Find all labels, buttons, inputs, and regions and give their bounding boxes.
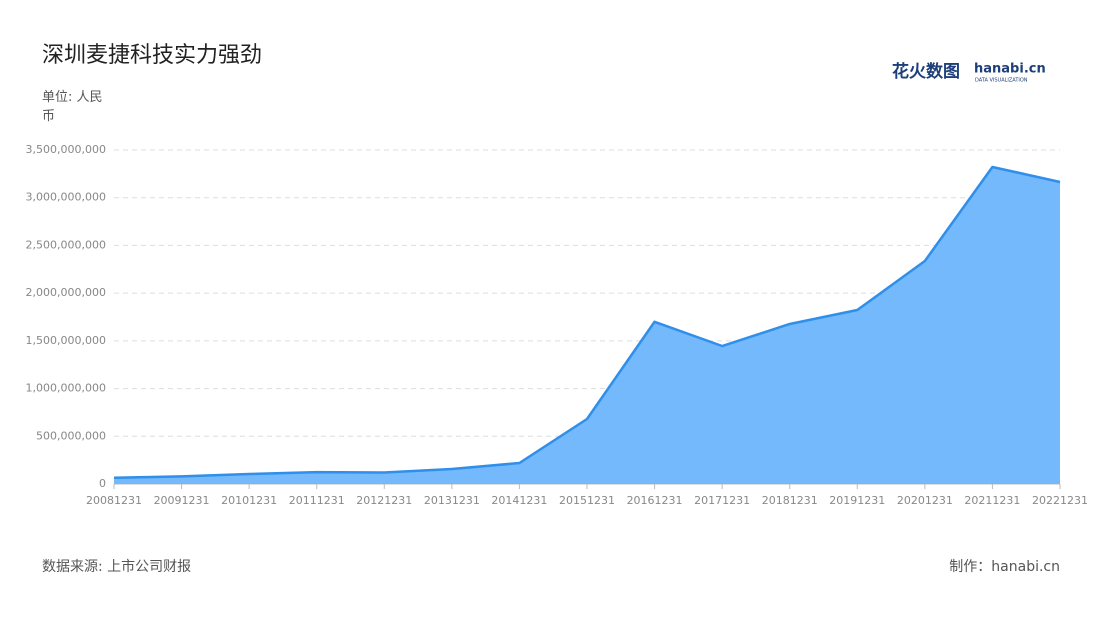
y-tick-label: 500,000,000 <box>36 429 106 442</box>
x-tick-label: 20151231 <box>559 494 615 507</box>
y-tick-label: 1,500,000,000 <box>26 334 106 347</box>
x-tick-label: 20121231 <box>356 494 412 507</box>
source-note: 数据来源: 上市公司财报 <box>42 559 192 575</box>
logo-name: 花火数图 <box>892 61 960 82</box>
credit-note: 制作：hanabi.cn <box>949 559 1060 575</box>
x-tick-label: 20181231 <box>762 494 818 507</box>
x-tick-label: 20131231 <box>424 494 480 507</box>
x-tick-label: 20081231 <box>86 494 142 507</box>
y-tick-label: 3,000,000,000 <box>26 191 106 204</box>
y-tick-label: 2,000,000,000 <box>26 286 106 299</box>
y-tick-label: 0 <box>99 477 106 490</box>
x-tick-label: 20141231 <box>491 494 547 507</box>
x-tick-label: 20161231 <box>627 494 683 507</box>
unit-label: 单位: 人民币 <box>42 90 103 124</box>
y-tick-label: 3,500,000,000 <box>26 143 106 156</box>
chart-title: 深圳麦捷科技实力强劲 <box>42 43 262 68</box>
area <box>114 166 1060 485</box>
x-tick-label: 20111231 <box>289 494 345 507</box>
logo-tagline: DATA VISUALIZATION <box>975 78 1028 84</box>
x-tick-label: 20221231 <box>1032 494 1088 507</box>
y-tick-label: 1,000,000,000 <box>26 382 106 395</box>
logo-brand: hanabi.cn <box>974 62 1046 77</box>
x-tick-label: 20211231 <box>964 494 1020 507</box>
x-tick-label: 20171231 <box>694 494 750 507</box>
line <box>113 165 1061 480</box>
y-tick-label: 2,500,000,000 <box>26 238 106 251</box>
x-tick-label: 20101231 <box>221 494 277 507</box>
x-tick-label: 20191231 <box>829 494 885 507</box>
x-tick-label: 20201231 <box>897 494 953 507</box>
x-tick-label: 20091231 <box>154 494 210 507</box>
